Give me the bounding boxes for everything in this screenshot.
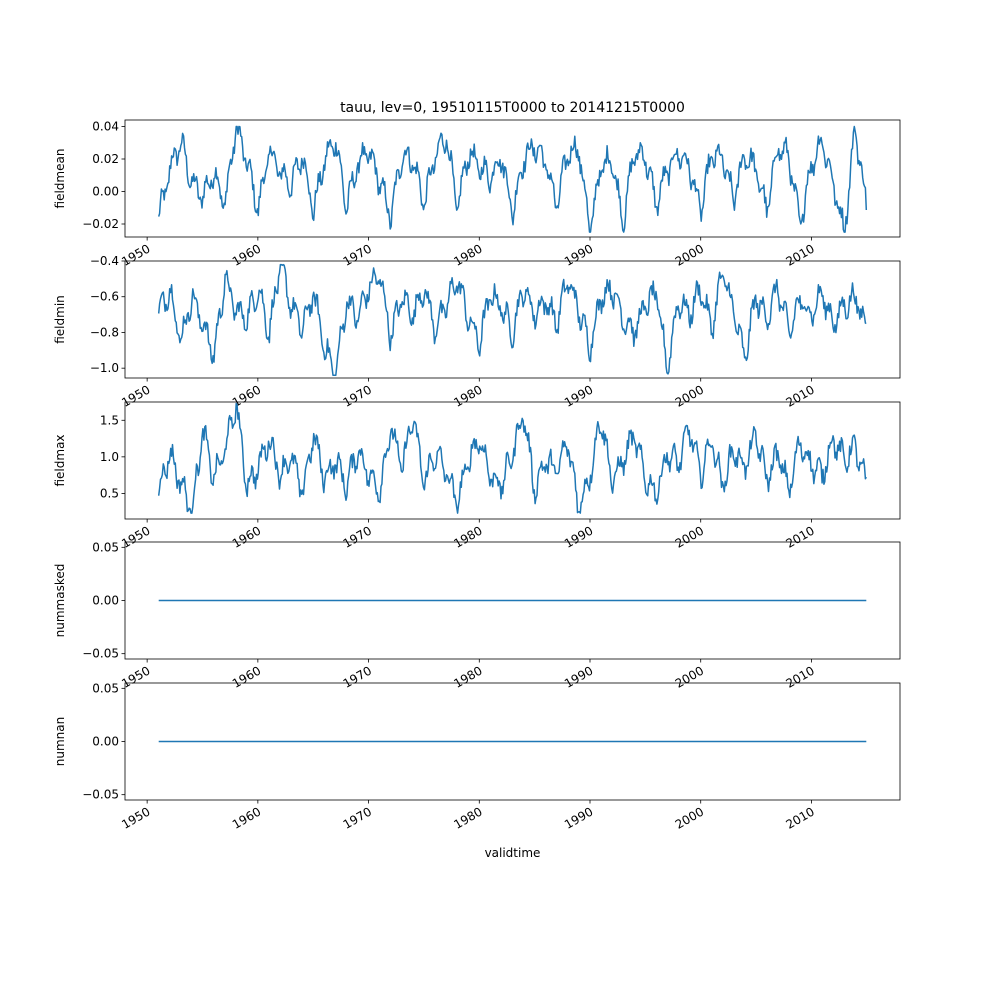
series-line-fieldmean [157,125,868,233]
y-tick-label: 1.5 [100,413,119,427]
y-axis-label: nummasked [53,564,67,638]
x-tick-label: 1980 [451,382,484,409]
x-tick-label: 1980 [451,241,484,268]
x-tick-label: 2000 [673,804,706,831]
x-tick-label: 1980 [451,663,484,690]
x-tick-label: 1990 [562,663,595,690]
x-tick-label: 2010 [783,382,816,409]
y-axis-label: fieldmax [53,434,67,486]
y-tick-label: 0.04 [92,120,119,134]
y-tick-label: −0.4 [90,254,119,268]
y-tick-label: 0.05 [92,540,119,554]
x-tick-label: 2010 [783,241,816,268]
x-tick-label: 1960 [230,804,263,831]
x-tick-label: 1950 [119,804,152,831]
subplots: 0.04 0.02 0.00 −0.02 fieldmean 1950 1960 1970 19… [53,119,901,832]
y-tick-label: −0.8 [90,325,119,339]
x-tick-label: 2010 [783,523,816,550]
x-axis-label: validtime [485,846,541,860]
y-axis-label: numnan [53,717,67,766]
x-tick-label: 1980 [451,804,484,831]
plot-frame [124,119,901,238]
series-line-fieldmax [157,402,867,514]
y-tick-label: −0.02 [82,217,119,231]
y-tick-label: 0.02 [92,152,119,166]
x-tick-label: 1990 [562,382,595,409]
subplot-fieldmax: 1.5 1.0 0.5 fieldmax 1950 1960 1970 1980 1990 200… [53,401,901,551]
y-tick-label: 0.00 [92,185,119,199]
x-tick-label: 2010 [783,663,816,690]
subplot-nummasked: 0.05 0.00 −0.05 nummasked 1950 1960 1970 1980 19… [53,540,901,691]
x-tick-label: 2010 [783,804,816,831]
x-tick-label: 2000 [673,382,706,409]
x-tick-label: 1980 [451,523,484,550]
x-tick-label: 1990 [562,523,595,550]
y-tick-label: 0.00 [92,735,119,749]
y-tick-label: −0.05 [82,788,119,802]
y-tick-label: 0.00 [92,594,119,608]
y-tick-label: 0.05 [92,681,119,695]
x-tick-label: 1990 [562,241,595,268]
x-tick-label: 1990 [562,804,595,831]
y-tick-label: 1.0 [100,450,119,464]
x-tick-label: 1970 [341,241,374,268]
x-tick-label: 1950 [119,382,152,409]
x-tick-label: 1960 [230,523,263,550]
x-tick-label: 1970 [341,382,374,409]
x-tick-label: 2000 [673,241,706,268]
x-tick-label: 1970 [341,804,374,831]
x-tick-label: 2000 [673,523,706,550]
y-axis-label: fieldmin [53,295,67,344]
y-tick-label: −0.6 [90,290,119,304]
y-tick-label: 0.5 [100,486,119,500]
y-axis-label: fieldmean [53,149,67,209]
series-line-fieldmin [157,263,867,377]
plot-frame [124,401,901,520]
plot-frame [124,260,901,379]
x-tick-label: 1950 [119,241,152,268]
x-tick-label: 1950 [119,663,152,690]
x-tick-label: 1960 [230,663,263,690]
chart-title: tauu, lev=0, 19510115T0000 to 20141215T0… [340,100,685,116]
x-tick-label: 1950 [119,523,152,550]
x-tick-label: 1960 [230,241,263,268]
subplot-fieldmean: 0.04 0.02 0.00 −0.02 fieldmean 1950 1960 1970 19… [53,119,901,269]
x-tick-label: 1970 [341,663,374,690]
x-tick-label: 1970 [341,523,374,550]
x-tick-label: 1960 [230,382,263,409]
y-tick-label: −1.0 [90,361,119,375]
subplot-numnan: 0.05 0.00 −0.05 numnan 1950 1960 1970 1980 1990 2… [53,681,901,832]
subplot-fieldmin: −0.4 −0.6 −0.8 −1.0 fieldmin 1950 1960 1970 1980… [53,254,901,410]
x-tick-label: 2000 [673,663,706,690]
y-tick-label: −0.05 [82,647,119,661]
